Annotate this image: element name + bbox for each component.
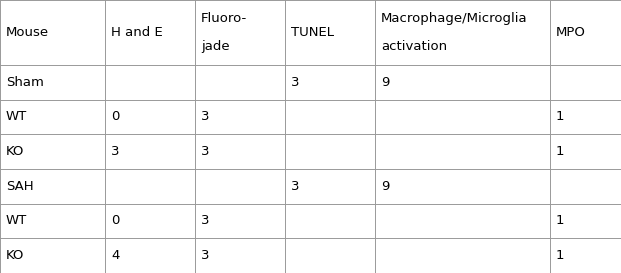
Text: MPO: MPO <box>556 26 586 39</box>
Text: activation: activation <box>381 40 447 53</box>
Text: Fluoro-: Fluoro- <box>201 12 247 25</box>
Text: WT: WT <box>6 215 27 227</box>
Text: 3: 3 <box>291 180 299 193</box>
Text: 1: 1 <box>556 145 564 158</box>
Text: 9: 9 <box>381 76 389 89</box>
Text: 1: 1 <box>556 215 564 227</box>
Text: KO: KO <box>6 249 24 262</box>
Text: Sham: Sham <box>6 76 44 89</box>
Text: 3: 3 <box>291 76 299 89</box>
Text: 3: 3 <box>201 111 209 123</box>
Text: TUNEL: TUNEL <box>291 26 334 39</box>
Text: SAH: SAH <box>6 180 34 193</box>
Text: 0: 0 <box>111 111 119 123</box>
Text: 1: 1 <box>556 249 564 262</box>
Text: 9: 9 <box>381 180 389 193</box>
Text: 4: 4 <box>111 249 119 262</box>
Text: jade: jade <box>201 40 230 53</box>
Text: 0: 0 <box>111 215 119 227</box>
Text: 1: 1 <box>556 111 564 123</box>
Text: H and E: H and E <box>111 26 163 39</box>
Text: 3: 3 <box>111 145 119 158</box>
Text: 3: 3 <box>201 249 209 262</box>
Text: KO: KO <box>6 145 24 158</box>
Text: Macrophage/Microglia: Macrophage/Microglia <box>381 12 528 25</box>
Text: WT: WT <box>6 111 27 123</box>
Text: Mouse: Mouse <box>6 26 49 39</box>
Text: 3: 3 <box>201 215 209 227</box>
Text: 3: 3 <box>201 145 209 158</box>
